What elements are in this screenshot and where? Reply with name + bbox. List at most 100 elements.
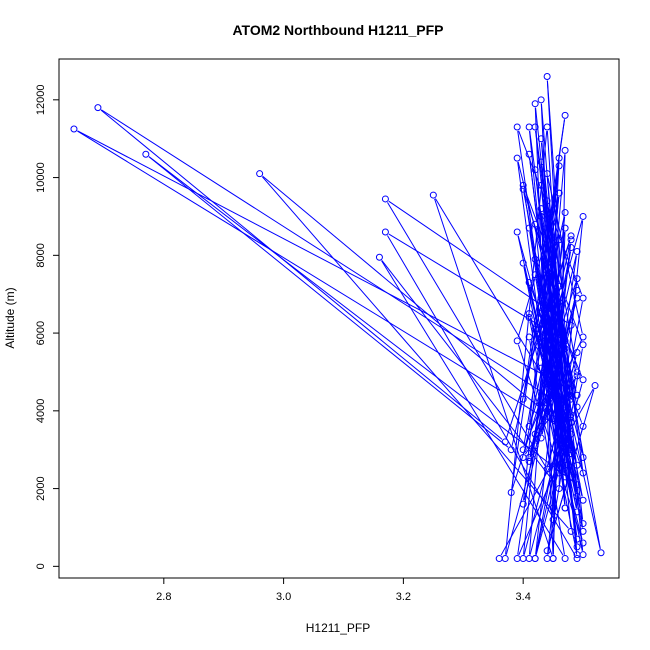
data-point xyxy=(549,555,557,563)
data-point xyxy=(525,333,533,341)
data-point xyxy=(513,154,521,162)
data-point xyxy=(573,286,581,294)
data-point xyxy=(525,457,533,465)
data-point xyxy=(579,422,587,430)
data-point xyxy=(555,399,563,407)
data-point xyxy=(531,271,539,279)
data-point xyxy=(142,150,150,158)
x-axis: 2.8 3.0 3.2 3.4 xyxy=(156,577,531,603)
data-point xyxy=(555,236,563,244)
data-point xyxy=(543,72,551,80)
data-point xyxy=(555,154,563,162)
data-point xyxy=(513,123,521,131)
data-point xyxy=(567,430,575,438)
series-layer xyxy=(70,72,605,563)
data-point xyxy=(525,224,533,232)
data-point xyxy=(543,555,551,563)
data-point xyxy=(543,380,551,388)
series-segment xyxy=(388,200,569,324)
data-point xyxy=(519,259,527,267)
data-point xyxy=(531,430,539,438)
series-segment xyxy=(523,294,577,501)
y-tick-label: 2000 xyxy=(35,476,47,500)
data-point xyxy=(543,170,551,178)
data-point xyxy=(495,555,503,563)
series-segment xyxy=(529,340,565,555)
chart-title: ATOM2 Northbound H1211_PFP xyxy=(232,22,443,38)
series-segment xyxy=(547,177,583,334)
data-point xyxy=(579,539,587,547)
data-point xyxy=(525,422,533,430)
data-point xyxy=(549,259,557,267)
data-point xyxy=(537,96,545,104)
series-segment xyxy=(552,305,560,505)
series-segment xyxy=(100,109,503,440)
data-point xyxy=(561,146,569,154)
data-point xyxy=(573,275,581,283)
series-segment xyxy=(535,383,583,555)
series-segment xyxy=(553,267,584,520)
data-point xyxy=(537,310,545,318)
data-point xyxy=(537,212,545,220)
data-point xyxy=(519,555,527,563)
series-segment xyxy=(559,325,601,549)
series-segment xyxy=(261,176,569,529)
data-point xyxy=(519,500,527,508)
data-point xyxy=(573,535,581,543)
data-point xyxy=(549,302,557,310)
data-point xyxy=(531,100,539,108)
y-tick-label: 0 xyxy=(35,563,47,569)
data-point xyxy=(561,461,569,469)
data-point xyxy=(519,395,527,403)
data-point xyxy=(537,205,545,213)
data-point xyxy=(70,125,78,133)
data-point xyxy=(567,232,575,240)
data-point xyxy=(561,111,569,119)
data-point xyxy=(555,162,563,170)
data-point xyxy=(501,438,509,446)
data-point xyxy=(94,104,102,112)
data-point xyxy=(537,181,545,189)
data-point xyxy=(555,298,563,306)
series-segment xyxy=(381,260,564,556)
data-point xyxy=(543,399,551,407)
series-segment xyxy=(547,243,571,341)
data-point xyxy=(525,150,533,158)
data-point xyxy=(579,527,587,535)
data-point xyxy=(579,294,587,302)
series-segment xyxy=(541,189,578,555)
data-point xyxy=(543,197,551,205)
data-point xyxy=(525,123,533,131)
data-point xyxy=(513,337,521,345)
x-axis-label: H1211_PFP xyxy=(306,621,370,635)
data-point xyxy=(543,267,551,275)
data-point xyxy=(561,555,569,563)
data-point xyxy=(531,555,539,563)
data-point xyxy=(567,321,575,329)
data-point xyxy=(543,547,551,555)
data-point xyxy=(519,181,527,189)
series-segment xyxy=(148,156,509,448)
data-point xyxy=(573,481,581,489)
data-point xyxy=(375,253,383,261)
data-point xyxy=(573,372,581,380)
x-tick-label: 3.0 xyxy=(276,591,291,603)
data-point xyxy=(555,387,563,395)
series-segment xyxy=(523,162,560,501)
data-point xyxy=(549,364,557,372)
data-point xyxy=(381,195,389,203)
data-point xyxy=(567,411,575,419)
data-point xyxy=(429,191,437,199)
data-point xyxy=(531,255,539,263)
data-point xyxy=(555,356,563,364)
data-point xyxy=(561,224,569,232)
series-segment xyxy=(511,216,565,446)
data-point xyxy=(567,418,575,426)
data-point xyxy=(555,485,563,493)
data-point xyxy=(573,543,581,551)
data-point xyxy=(573,403,581,411)
data-point xyxy=(537,434,545,442)
series-segment xyxy=(262,175,551,417)
y-axis: 0 2000 4000 6000 8000 10000 12000 xyxy=(35,85,60,569)
